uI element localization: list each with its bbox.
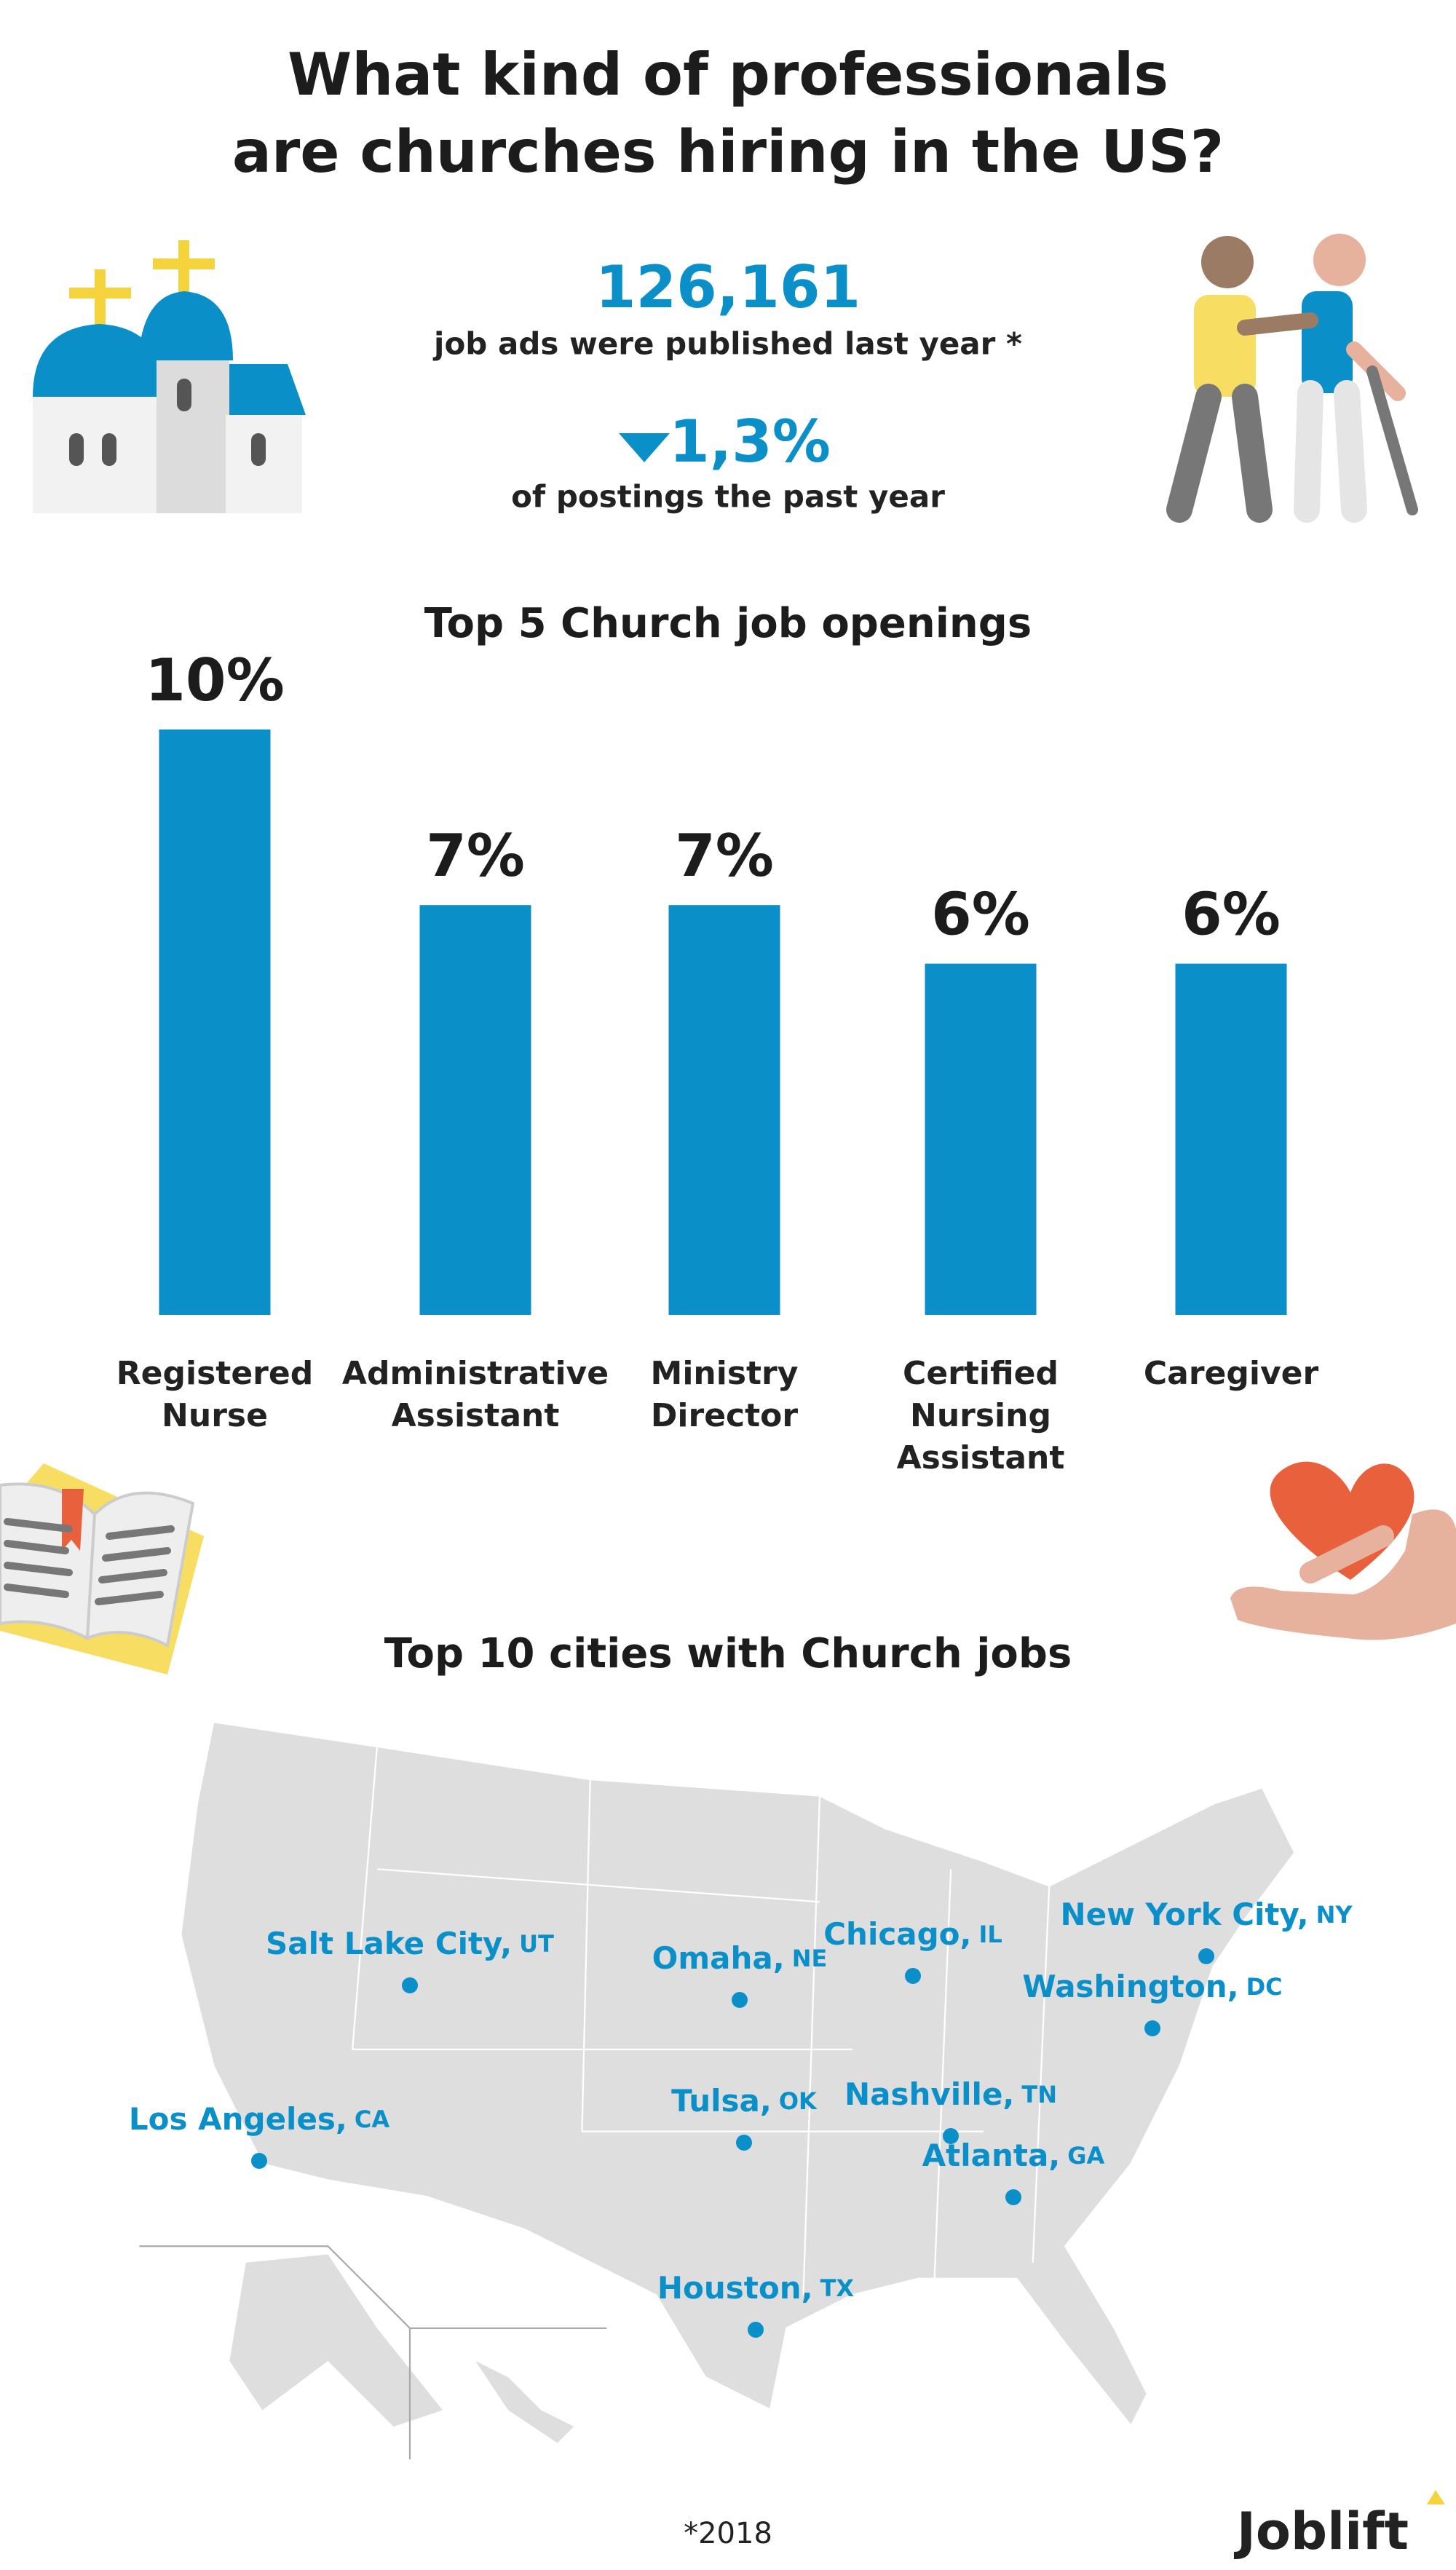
bar [159,730,271,1315]
church-icon [33,240,306,513]
city-label: Tulsa, OK [671,2083,818,2119]
bar-value-label: 6% [1182,881,1281,949]
city-label: Houston, TX [657,2270,855,2306]
bar-value-label: 7% [426,822,525,890]
change-caption: of postings the past year [511,479,945,515]
city-state: UT [519,1930,554,1958]
city-dot [732,1992,748,2008]
city-label: Omaha, NE [652,1940,828,1976]
city-state: DC [1246,1973,1283,2001]
us-map [139,1720,1297,2460]
city-label: Salt Lake City, UT [266,1926,554,1961]
city-dot [1005,2189,1021,2205]
bar-value-label: 6% [931,881,1030,949]
city-label: Nashville, TN [844,2076,1057,2112]
city-state: CA [355,2106,389,2133]
city-state: NE [792,1945,828,1972]
city-dot [748,2322,764,2338]
brand-mark [1427,2490,1445,2504]
title: What kind of professionals [288,41,1168,108]
x-tick-label: Caregiver [1143,1355,1319,1392]
bar-value-label: 10% [145,647,284,714]
city-dot [251,2153,267,2169]
city-state: OK [779,2087,818,2115]
heart-hand-icon [1230,1461,1456,1640]
map-title: Top 10 cities with Church jobs [384,1630,1072,1677]
title: are churches hiring in the US? [232,118,1224,186]
city-name: Atlanta, [922,2138,1061,2173]
down-triangle [619,433,670,462]
city-state: TX [820,2274,855,2302]
people-icon [1166,234,1418,523]
city-state: NY [1316,1901,1353,1929]
x-tick-label: Ministry Director [650,1355,799,1434]
city-name: Washington, [1022,1969,1238,2004]
city-dot [402,1977,418,1993]
city-label: Chicago, IL [823,1916,1002,1952]
city-name: Los Angeles, [129,2101,347,2137]
bar-value-label: 7% [675,822,774,890]
bar [925,963,1037,1315]
x-tick-label: Administrative Assistant [341,1355,609,1434]
city-dot [1198,1948,1214,1964]
city-state: TN [1021,2081,1057,2108]
city-name: Omaha, [652,1940,785,1976]
city-dot [905,1968,921,1984]
city-label: New York City, NY [1060,1897,1353,1932]
job-ads-count: 126,161 [596,253,860,321]
city-name: Nashville, [844,2076,1014,2112]
chart-title: Top 5 Church job openings [424,600,1032,647]
change-value: 1,3% [669,408,831,475]
brand: Joblift [1234,2502,1409,2561]
city-name: Houston, [657,2270,813,2306]
bar [419,905,531,1315]
footnote: *2018 [684,2517,772,2550]
city-label: Los Angeles, CA [129,2101,390,2137]
city-dot [943,2128,959,2144]
city-state: IL [978,1921,1002,1948]
job-ads-caption: job ads were published last year * [432,326,1022,362]
x-tick-label: Certified Nursing Assistant [896,1355,1065,1476]
city-name: Salt Lake City, [266,1926,512,1961]
city-label: Atlanta, GA [922,2138,1105,2173]
bar [668,905,780,1315]
book-icon [0,1463,204,1675]
city-label: Washington, DC [1022,1969,1282,2004]
city-dot [1144,2020,1160,2036]
city-name: Chicago, [823,1916,971,1952]
city-name: New York City, [1060,1897,1308,1932]
city-name: Tulsa, [671,2083,772,2119]
city-state: GA [1067,2142,1104,2170]
city-dot [736,2135,752,2151]
bar [1175,963,1287,1315]
x-tick-label: Registered Nurse [116,1355,314,1434]
